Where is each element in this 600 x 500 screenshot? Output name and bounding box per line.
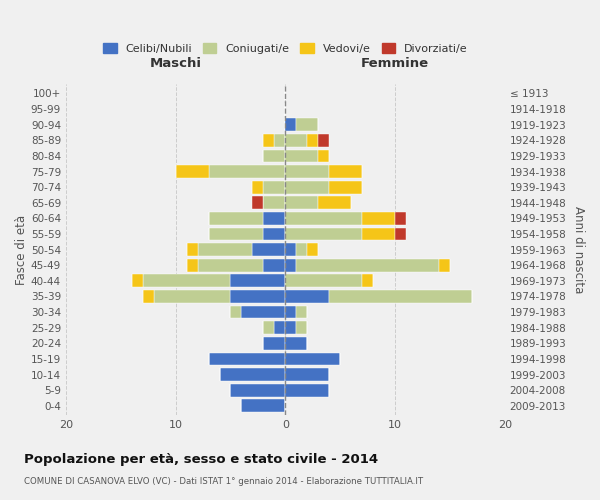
Bar bbox=[318, 150, 329, 162]
Bar bbox=[286, 150, 318, 162]
Bar bbox=[263, 134, 274, 146]
Bar bbox=[274, 322, 286, 334]
Bar bbox=[329, 165, 362, 178]
Bar bbox=[286, 165, 329, 178]
Bar bbox=[241, 306, 286, 318]
Bar bbox=[296, 243, 307, 256]
Text: Popolazione per età, sesso e stato civile - 2014: Popolazione per età, sesso e stato civil… bbox=[24, 452, 378, 466]
Bar bbox=[263, 337, 286, 349]
Bar bbox=[241, 400, 286, 412]
Bar bbox=[286, 118, 296, 131]
Bar bbox=[286, 368, 329, 381]
Bar bbox=[362, 228, 395, 240]
Bar bbox=[318, 134, 329, 146]
Text: Maschi: Maschi bbox=[149, 57, 202, 70]
Bar bbox=[296, 259, 439, 272]
Bar bbox=[132, 274, 143, 287]
Bar bbox=[253, 181, 263, 194]
Bar bbox=[362, 274, 373, 287]
Bar bbox=[253, 196, 263, 209]
Bar bbox=[263, 196, 286, 209]
Bar bbox=[230, 306, 241, 318]
Y-axis label: Fasce di età: Fasce di età bbox=[15, 214, 28, 284]
Bar bbox=[263, 212, 286, 225]
Bar bbox=[263, 181, 286, 194]
Bar bbox=[220, 368, 286, 381]
Bar bbox=[286, 181, 329, 194]
Bar bbox=[253, 243, 286, 256]
Bar bbox=[286, 196, 318, 209]
Bar bbox=[209, 352, 286, 366]
Bar bbox=[187, 259, 197, 272]
Bar bbox=[286, 352, 340, 366]
Bar bbox=[286, 228, 362, 240]
Bar bbox=[286, 134, 307, 146]
Y-axis label: Anni di nascita: Anni di nascita bbox=[572, 206, 585, 294]
Bar bbox=[286, 337, 307, 349]
Bar bbox=[329, 181, 362, 194]
Bar bbox=[318, 196, 351, 209]
Bar bbox=[395, 212, 406, 225]
Bar bbox=[307, 134, 318, 146]
Bar bbox=[197, 243, 253, 256]
Bar bbox=[286, 212, 362, 225]
Bar bbox=[329, 290, 472, 303]
Text: COMUNE DI CASANOVA ELVO (VC) - Dati ISTAT 1° gennaio 2014 - Elaborazione TUTTITA: COMUNE DI CASANOVA ELVO (VC) - Dati ISTA… bbox=[24, 478, 423, 486]
Bar bbox=[230, 274, 286, 287]
Bar bbox=[274, 134, 286, 146]
Bar bbox=[154, 290, 230, 303]
Bar bbox=[296, 306, 307, 318]
Bar bbox=[439, 259, 450, 272]
Bar bbox=[230, 384, 286, 396]
Bar bbox=[197, 259, 263, 272]
Legend: Celibi/Nubili, Coniugati/e, Vedovi/e, Divorziati/e: Celibi/Nubili, Coniugati/e, Vedovi/e, Di… bbox=[99, 38, 472, 58]
Bar bbox=[296, 118, 318, 131]
Bar bbox=[209, 228, 263, 240]
Bar bbox=[286, 259, 296, 272]
Bar bbox=[286, 274, 362, 287]
Bar bbox=[286, 322, 296, 334]
Bar bbox=[263, 322, 274, 334]
Bar bbox=[296, 322, 307, 334]
Bar bbox=[395, 228, 406, 240]
Bar bbox=[286, 243, 296, 256]
Bar bbox=[286, 384, 329, 396]
Bar bbox=[230, 290, 286, 303]
Bar bbox=[286, 306, 296, 318]
Bar bbox=[263, 259, 286, 272]
Bar bbox=[187, 243, 197, 256]
Bar bbox=[362, 212, 395, 225]
Bar bbox=[209, 212, 263, 225]
Bar bbox=[143, 274, 230, 287]
Bar bbox=[307, 243, 318, 256]
Text: Femmine: Femmine bbox=[361, 57, 429, 70]
Bar bbox=[263, 150, 286, 162]
Bar bbox=[176, 165, 209, 178]
Bar bbox=[209, 165, 286, 178]
Bar bbox=[286, 290, 329, 303]
Bar bbox=[143, 290, 154, 303]
Bar bbox=[263, 228, 286, 240]
